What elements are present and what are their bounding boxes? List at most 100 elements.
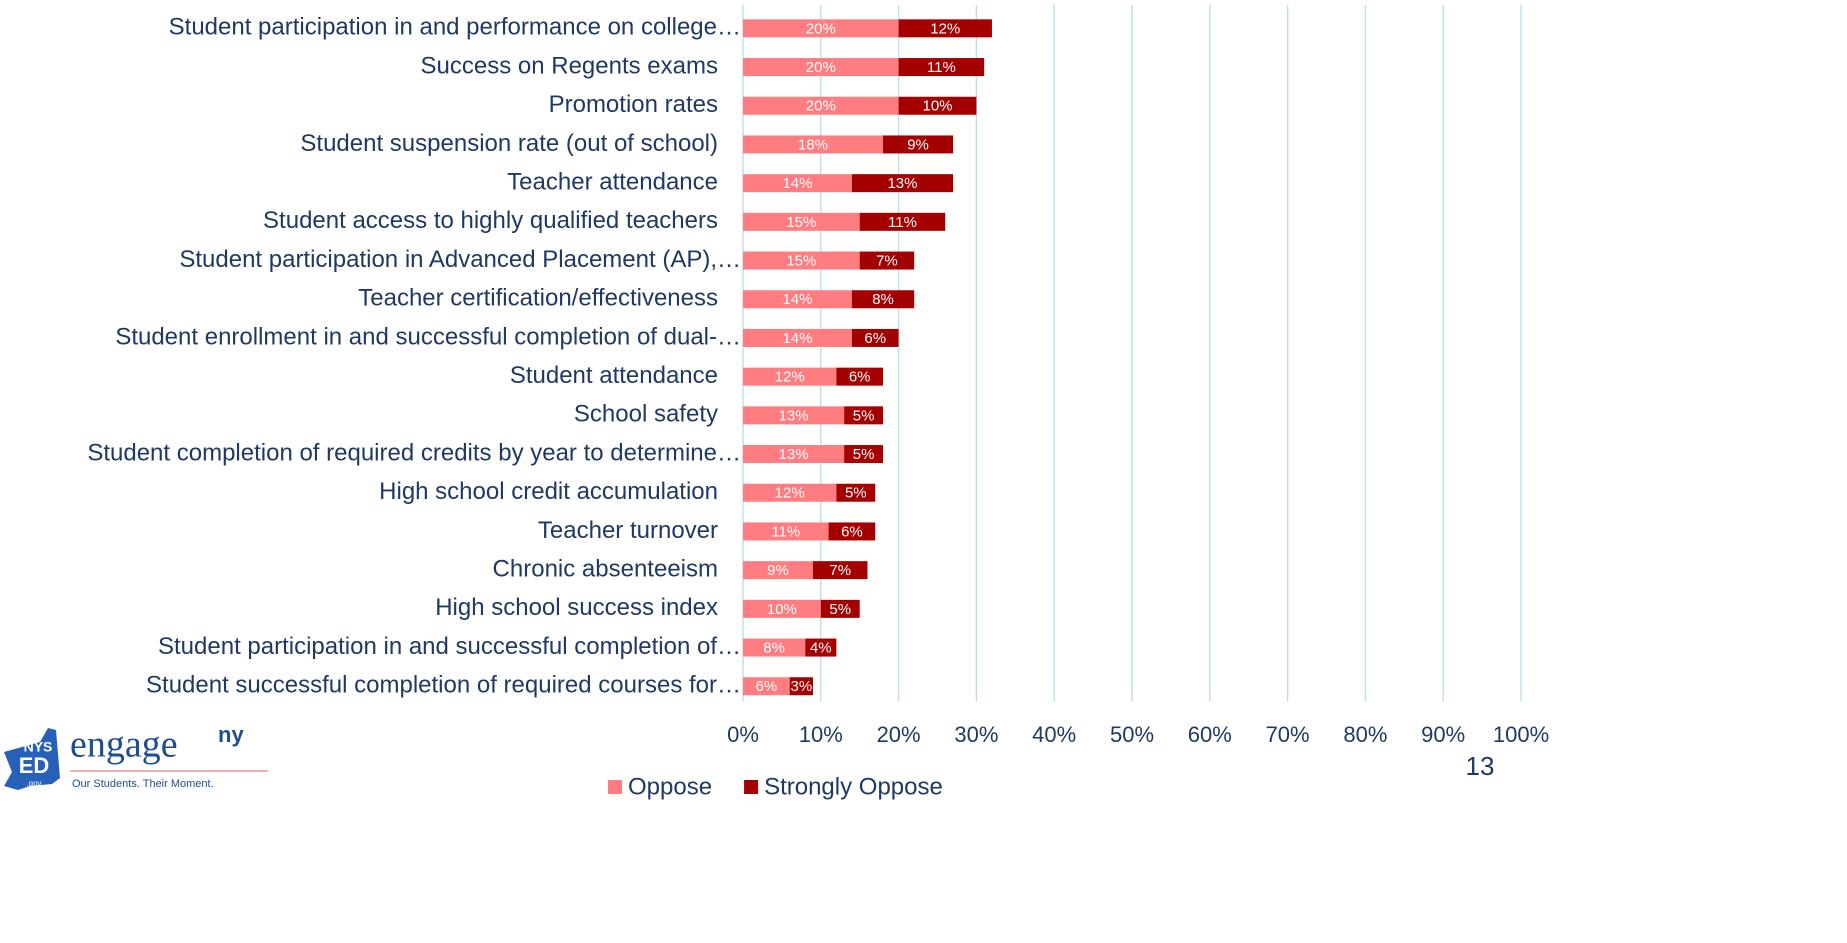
x-tick-label: 70% xyxy=(1266,722,1310,747)
data-label: 9% xyxy=(767,562,789,579)
data-label: 11% xyxy=(888,214,917,231)
bar-segment xyxy=(743,561,814,580)
x-tick-label: 80% xyxy=(1343,722,1387,747)
x-tick-label: 10% xyxy=(799,722,843,747)
bar-segment xyxy=(898,19,992,38)
data-label: 12% xyxy=(775,485,805,502)
data-label: 5% xyxy=(845,485,867,502)
bar-segment xyxy=(828,522,876,541)
data-label: 6% xyxy=(864,330,886,347)
category-label: Promotion rates xyxy=(549,91,718,118)
category-label: Student participation in Advanced Placem… xyxy=(179,246,741,273)
bar-segment xyxy=(743,212,860,231)
data-label: 14% xyxy=(782,175,812,192)
bar-segment xyxy=(820,599,860,618)
category-label: High school credit accumulation xyxy=(379,478,718,505)
x-tick-label: 40% xyxy=(1032,722,1076,747)
bar-segment xyxy=(743,251,860,270)
x-tick-label: 60% xyxy=(1188,722,1232,747)
bar-segment xyxy=(859,251,915,270)
category-label: Student attendance xyxy=(510,362,718,389)
logo-tagline: Our Students. Their Moment. xyxy=(72,778,214,790)
logo-domain: .gov xyxy=(26,779,41,788)
data-label: 13% xyxy=(779,407,809,424)
data-label: 3% xyxy=(791,678,813,695)
data-label: 13% xyxy=(779,446,809,463)
data-label: 20% xyxy=(806,98,836,115)
data-label: 14% xyxy=(782,330,812,347)
category-label: Student access to highly qualified teach… xyxy=(263,207,718,234)
bar-segment xyxy=(743,367,837,386)
legend-label: Strongly Oppose xyxy=(764,773,943,800)
data-label: 13% xyxy=(887,175,917,192)
logo-dept: ED xyxy=(19,753,50,778)
data-label: 11% xyxy=(927,59,956,76)
bar-segment xyxy=(789,677,814,696)
data-label: 5% xyxy=(829,601,851,618)
bar-segment xyxy=(851,174,954,193)
category-label: Student completion of required credits b… xyxy=(87,439,741,466)
bar-segment xyxy=(743,96,899,115)
bar-segment xyxy=(844,406,884,425)
page-number: 13 xyxy=(1466,751,1495,781)
data-label: 6% xyxy=(755,678,777,695)
bar-segment xyxy=(743,58,899,77)
data-label: 7% xyxy=(829,562,851,579)
bar-segment xyxy=(743,445,845,464)
bar-segment xyxy=(844,445,884,464)
category-label: Student enrollment in and successful com… xyxy=(115,323,741,350)
legend-swatch xyxy=(608,780,622,794)
x-tick-label: 0% xyxy=(727,722,759,747)
bar-segment xyxy=(898,58,985,77)
category-label: Student suspension rate (out of school) xyxy=(300,130,718,157)
data-label: 20% xyxy=(806,20,836,37)
data-label: 10% xyxy=(767,601,797,618)
category-label: Student participation in and performance… xyxy=(169,14,741,41)
bar-segment xyxy=(743,483,837,502)
x-tick-label: 90% xyxy=(1421,722,1465,747)
data-label: 4% xyxy=(810,640,832,657)
data-label: 8% xyxy=(763,640,785,657)
legend-label: Oppose xyxy=(628,773,712,800)
bar-segment xyxy=(836,367,884,386)
legend-swatch xyxy=(744,780,759,794)
bar-segment xyxy=(743,677,790,696)
bar-segment xyxy=(743,19,899,38)
logo-brand-sup: ny xyxy=(218,722,244,747)
category-label: Student participation in and successful … xyxy=(158,633,741,660)
bar-segment xyxy=(743,174,852,193)
bar-segment xyxy=(813,561,868,580)
bar-segment xyxy=(743,328,852,347)
bar-segment xyxy=(743,638,806,657)
bar-segment xyxy=(743,290,852,309)
data-label: 14% xyxy=(782,291,812,308)
bar-segment xyxy=(883,135,954,154)
data-label: 20% xyxy=(806,59,836,76)
x-tick-label: 20% xyxy=(877,722,921,747)
data-label: 18% xyxy=(798,136,828,153)
category-label: Student successful completion of require… xyxy=(146,672,741,699)
data-label: 12% xyxy=(775,369,805,386)
data-label: 8% xyxy=(872,291,894,308)
category-label: Chronic absenteeism xyxy=(493,555,718,582)
category-label: High school success index xyxy=(435,594,718,621)
category-label: Teacher turnover xyxy=(538,517,718,544)
data-label: 7% xyxy=(876,253,898,270)
logo: NYS ED .gov engage ny Our Students. Thei… xyxy=(4,722,268,790)
category-label: Teacher certification/effectiveness xyxy=(358,285,718,312)
category-label: Success on Regents exams xyxy=(421,52,718,79)
bar-segment xyxy=(743,599,821,618)
data-label: 5% xyxy=(853,446,875,463)
category-label: Teacher attendance xyxy=(507,168,718,195)
x-tick-label: 100% xyxy=(1493,722,1549,747)
bar-segment xyxy=(851,328,899,347)
bar-segment xyxy=(743,406,845,425)
bar-segment xyxy=(859,212,946,231)
x-tick-label: 50% xyxy=(1110,722,1154,747)
data-label: 15% xyxy=(786,253,816,270)
bar-segment xyxy=(898,96,977,115)
data-label: 11% xyxy=(771,523,800,540)
logo-state: NYS xyxy=(24,739,53,755)
bar-segment xyxy=(836,483,876,502)
data-label: 15% xyxy=(786,214,816,231)
